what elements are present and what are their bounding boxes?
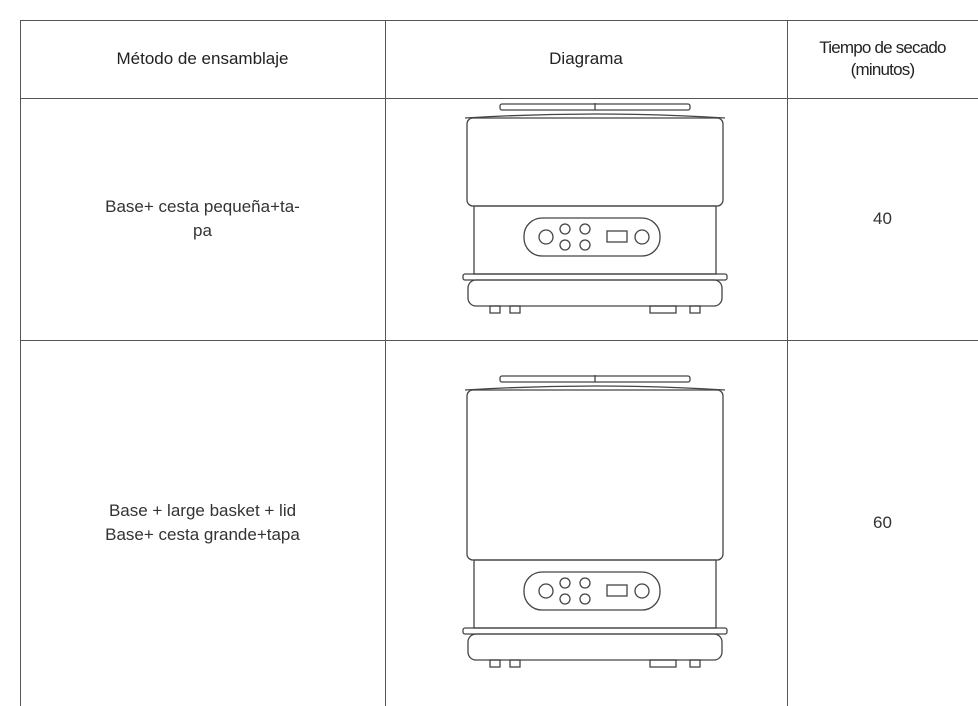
diagram-shape — [579, 239, 591, 251]
diagram-shape — [634, 583, 650, 599]
method-cell: Base+ cesta pequeña+ta-pa — [20, 98, 385, 340]
time-text: 60 — [873, 513, 892, 532]
diagram-shape — [509, 659, 521, 668]
header-text: Método de ensamblaje — [116, 49, 289, 68]
diagram-shape — [466, 117, 724, 207]
method-text: Base + large basket + lid — [108, 501, 297, 520]
diagram-shape — [538, 229, 554, 245]
diagram-shape — [467, 633, 723, 661]
diagram-shape — [464, 113, 726, 119]
border — [20, 20, 21, 706]
header-text: (minutos) — [850, 60, 915, 79]
diagram-shape — [579, 593, 591, 605]
diagram-shape — [559, 577, 571, 589]
diagram-shape — [489, 659, 501, 668]
diagram-shape — [467, 279, 723, 307]
diagram-shape — [606, 230, 628, 243]
diagram-shape — [462, 273, 728, 281]
diagram-shape — [606, 584, 628, 597]
border — [20, 340, 978, 341]
diagram-shape — [649, 305, 677, 314]
method-cell: Base + large basket + lid Base+ cesta gra… — [20, 340, 385, 706]
diagram-shape — [523, 571, 661, 611]
diagram-shape — [689, 305, 701, 314]
diagram-shape — [579, 577, 591, 589]
diagram-shape — [559, 223, 571, 235]
diagram-shape — [462, 627, 728, 635]
diagram-shape — [579, 223, 591, 235]
header-cell: Método de ensamblaje — [20, 20, 385, 98]
appliance-diagram — [462, 103, 728, 314]
diagram-shape — [473, 205, 717, 275]
header-cell: Tiempo de secado (minutos) — [787, 20, 978, 98]
diagram-shape — [689, 659, 701, 668]
appliance-diagram — [462, 375, 728, 668]
header-cell: Diagrama — [385, 20, 787, 98]
method-text: pa — [193, 221, 212, 240]
time-cell: 60 — [787, 340, 978, 706]
method-text: Base+ cesta grande+tapa — [105, 525, 300, 544]
diagram-shape — [466, 389, 724, 561]
diagram-shape — [489, 305, 501, 314]
diagram-shape — [559, 239, 571, 251]
diagram-shape — [634, 229, 650, 245]
border — [20, 20, 978, 21]
diagram-shape — [538, 583, 554, 599]
diagram-shape — [649, 659, 677, 668]
border — [385, 20, 386, 706]
diagram-shape — [523, 217, 661, 257]
method-text: Base+ cesta pequeña+ta- — [105, 197, 300, 216]
diagram-shape — [509, 305, 521, 314]
header-text: Diagrama — [549, 49, 623, 68]
header-text: Tiempo de secado — [819, 38, 946, 57]
diagram-shape — [559, 593, 571, 605]
diagram-shape — [464, 385, 726, 391]
border — [20, 98, 978, 99]
time-cell: 40 — [787, 98, 978, 340]
border — [787, 20, 788, 706]
time-text: 40 — [873, 209, 892, 228]
diagram-shape — [473, 559, 717, 629]
